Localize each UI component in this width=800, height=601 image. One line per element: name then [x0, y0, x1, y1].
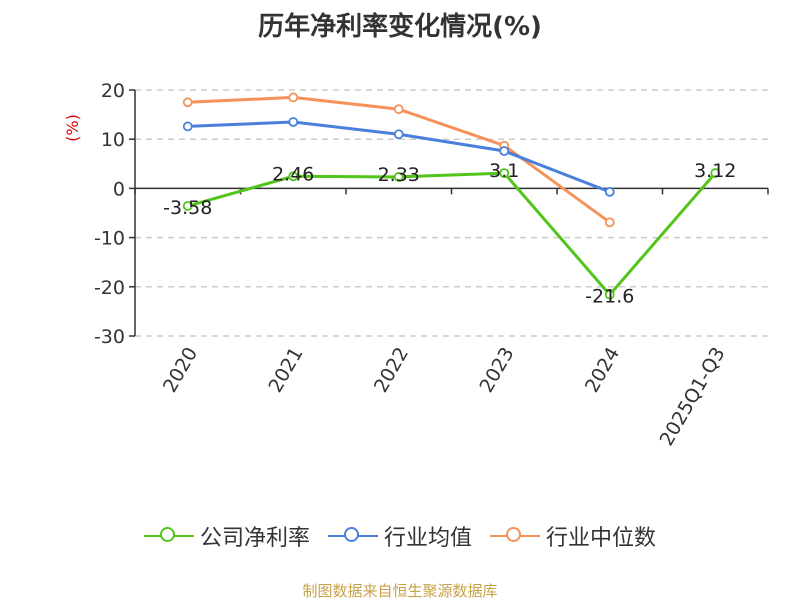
chart-title: 历年净利率变化情况(%) — [258, 12, 542, 42]
data-point — [393, 104, 404, 115]
data-point — [393, 129, 404, 140]
x-tick-label: 2022 — [370, 344, 413, 397]
data-point — [182, 201, 193, 211]
y-axis-label: (%) — [63, 114, 82, 142]
data-point — [288, 92, 299, 103]
x-tick-label: 2025Q1-Q3 — [656, 344, 730, 450]
legend-label: 行业均值 — [383, 526, 472, 551]
data-label: -21.6 — [585, 286, 634, 308]
legend-item[interactable]: 行业中位数 — [490, 520, 656, 552]
data-label: 3.1 — [489, 160, 519, 182]
data-point — [288, 171, 299, 182]
legend-marker-icon — [327, 524, 378, 548]
y-tick-label: -10 — [94, 228, 125, 250]
x-tick-label: 2020 — [159, 344, 202, 397]
data-label: 3.12 — [694, 160, 736, 182]
data-point — [499, 168, 510, 179]
y-tick-label: 0 — [113, 178, 125, 200]
legend-label: 行业中位数 — [546, 526, 657, 551]
legend: 公司净利率 行业均值 行业中位数 — [0, 520, 800, 552]
x-tick-label: 2023 — [475, 344, 518, 397]
legend-label: 公司净利率 — [199, 526, 310, 551]
data-point — [182, 97, 193, 108]
data-point — [710, 168, 721, 178]
data-point — [182, 121, 193, 132]
series-line-2 — [187, 95, 611, 224]
y-tick-label: -30 — [94, 326, 125, 348]
data-point — [604, 289, 615, 300]
series-line-0 — [187, 171, 717, 297]
data-point — [393, 172, 404, 182]
legend-item[interactable]: 行业均值 — [327, 520, 472, 552]
y-tick-label: 20 — [101, 80, 125, 102]
data-point — [288, 117, 299, 127]
data-label: -3.58 — [163, 197, 212, 219]
x-tick-label: 2021 — [264, 344, 307, 397]
data-point — [604, 186, 615, 197]
y-tick-label: -20 — [94, 277, 125, 299]
legend-marker-icon — [490, 524, 540, 548]
x-tick-label: 2024 — [581, 344, 624, 397]
y-tick-label: 10 — [101, 129, 125, 151]
data-label: 2.46 — [272, 163, 314, 185]
source-note: 制图数据来自恒生聚源数据库 — [302, 582, 498, 600]
data-point — [499, 146, 510, 156]
data-label: 2.33 — [378, 164, 420, 186]
legend-marker-icon — [143, 524, 194, 548]
data-point — [604, 217, 615, 228]
legend-item[interactable]: 公司净利率 — [143, 520, 310, 552]
